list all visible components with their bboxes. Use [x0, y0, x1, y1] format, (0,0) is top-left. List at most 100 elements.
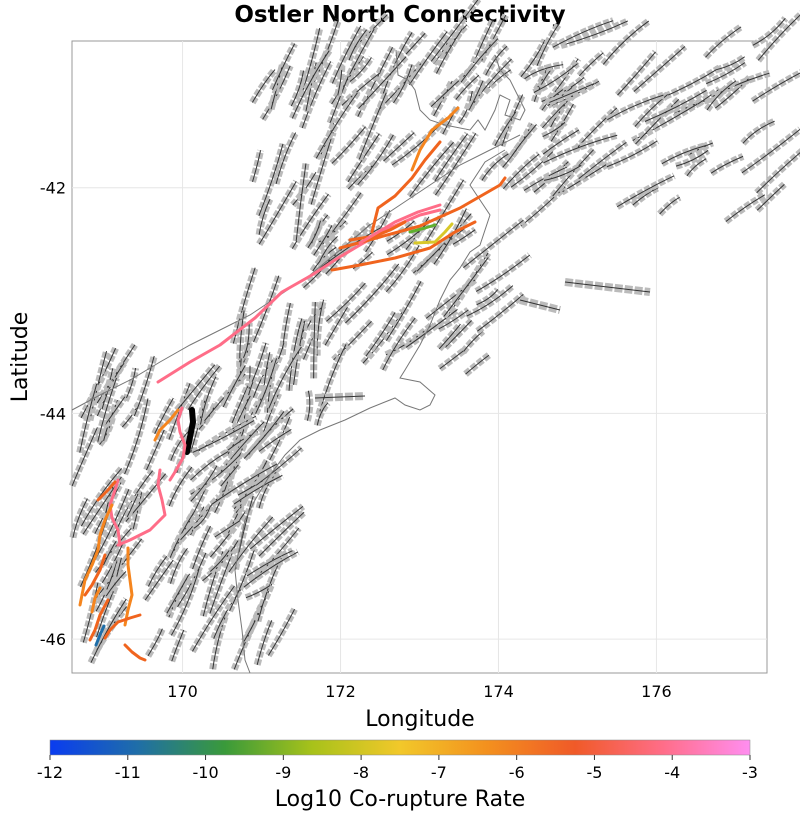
fault-trace: [243, 551, 299, 588]
fault-trace: [578, 141, 627, 180]
fault-trace: [318, 192, 362, 250]
fault-trace: [72, 498, 88, 538]
fault-trace: [433, 208, 467, 265]
fault-trace: [616, 175, 675, 208]
x-tick-label: 174: [483, 682, 514, 701]
fault-trace: [715, 56, 746, 71]
fault-trace: [301, 61, 332, 129]
orange-section-g: [103, 613, 142, 640]
fault-trace: [357, 134, 394, 186]
fault-trace: [291, 193, 329, 249]
fault-trace: [438, 323, 461, 350]
fault-trace: [617, 51, 656, 96]
fault-trace: [243, 411, 285, 459]
fault-trace: [501, 94, 524, 147]
fault-trace: [706, 80, 737, 111]
fault-trace: [543, 134, 618, 164]
fault-trace: [443, 257, 489, 317]
fault-trace: [564, 281, 651, 293]
colorbar-tick-label: -4: [664, 763, 680, 782]
fault-trace: [341, 72, 381, 106]
fault-trace: [385, 281, 422, 341]
fault-trace: [552, 20, 614, 48]
fault-trace: [267, 608, 296, 656]
fault-trace: [358, 92, 387, 160]
fault-trace: [250, 505, 304, 550]
fault-trace: [200, 376, 217, 425]
fault-trace: [503, 153, 540, 190]
fault-trace: [147, 628, 163, 657]
fault-trace: [80, 348, 117, 419]
x-tick-label: 176: [641, 682, 672, 701]
colorbar-tick-label: -7: [431, 763, 447, 782]
fault-trace: [494, 111, 517, 147]
background-fault-network: [68, 0, 800, 671]
fault-trace: [228, 516, 274, 573]
fault-trace: [405, 32, 426, 55]
fault-trace: [405, 216, 430, 250]
awatere-fault-section: [330, 220, 477, 272]
colorbar-ticks: -12 -11 -10 -9 -8 -7 -6 -5 -4 -3: [37, 755, 758, 782]
fault-trace: [124, 368, 137, 401]
x-tick-label: 172: [325, 682, 356, 701]
fault-trace: [477, 293, 524, 332]
fault-trace: [133, 355, 155, 417]
fault-trace: [246, 550, 293, 577]
fault-trace: [659, 196, 680, 215]
fault-trace: [635, 98, 680, 145]
fault-trace: [192, 525, 211, 570]
fault-trace: [251, 69, 276, 103]
fault-trace: [725, 194, 766, 222]
fault-trace: [511, 124, 537, 157]
fault-trace: [192, 585, 235, 652]
fault-trace: [214, 519, 241, 538]
fault-trace: [383, 132, 415, 162]
fault-trace: [258, 143, 284, 216]
hope-fault-section: [348, 220, 407, 242]
fault-trace: [348, 29, 368, 61]
fault-trace: [190, 465, 218, 502]
fault-trace: [71, 427, 98, 487]
fault-trace: [533, 63, 578, 93]
fault-trace: [220, 464, 239, 487]
fault-trace: [405, 309, 458, 348]
fault-trace: [382, 317, 416, 371]
fault-trace: [634, 94, 668, 127]
fault-trace: [95, 559, 118, 612]
x-axis-label: Longitude: [365, 707, 474, 732]
fault-trace: [520, 39, 546, 78]
fault-trace: [251, 342, 267, 383]
fault-trace: [316, 402, 329, 426]
fault-trace: [607, 94, 664, 121]
fault-trace: [465, 354, 490, 375]
fault-trace: [349, 57, 372, 82]
corupture-faults: [78, 106, 507, 662]
fault-trace: [430, 0, 479, 62]
orange-section-e: [123, 546, 134, 627]
fault-trace: [229, 548, 256, 612]
fault-trace: [252, 150, 262, 182]
fault-trace: [438, 309, 469, 330]
fault-trace: [242, 322, 250, 359]
x-axis-ticks: 170 172 174 176: [167, 682, 671, 701]
colorbar-tick-label: -6: [509, 763, 525, 782]
yellow-segment: [413, 222, 454, 245]
fault-trace: [435, 133, 477, 196]
fault-trace: [90, 598, 127, 663]
fault-trace: [209, 550, 230, 572]
fault-trace: [255, 358, 278, 414]
fault-trace: [258, 198, 271, 235]
orange-section-a: [153, 408, 180, 442]
fault-trace: [313, 225, 333, 256]
colorbar-tick-label: -10: [192, 763, 218, 782]
colorbar-tick-label: -5: [586, 763, 602, 782]
fault-trace: [752, 17, 786, 46]
fault-trace: [290, 70, 305, 107]
colorbar-tick-label: -8: [353, 763, 369, 782]
fault-trace: [256, 620, 273, 665]
fault-trace: [644, 89, 707, 122]
fault-trace: [549, 83, 595, 103]
plot-area: [71, 40, 768, 674]
fault-trace: [170, 510, 196, 557]
